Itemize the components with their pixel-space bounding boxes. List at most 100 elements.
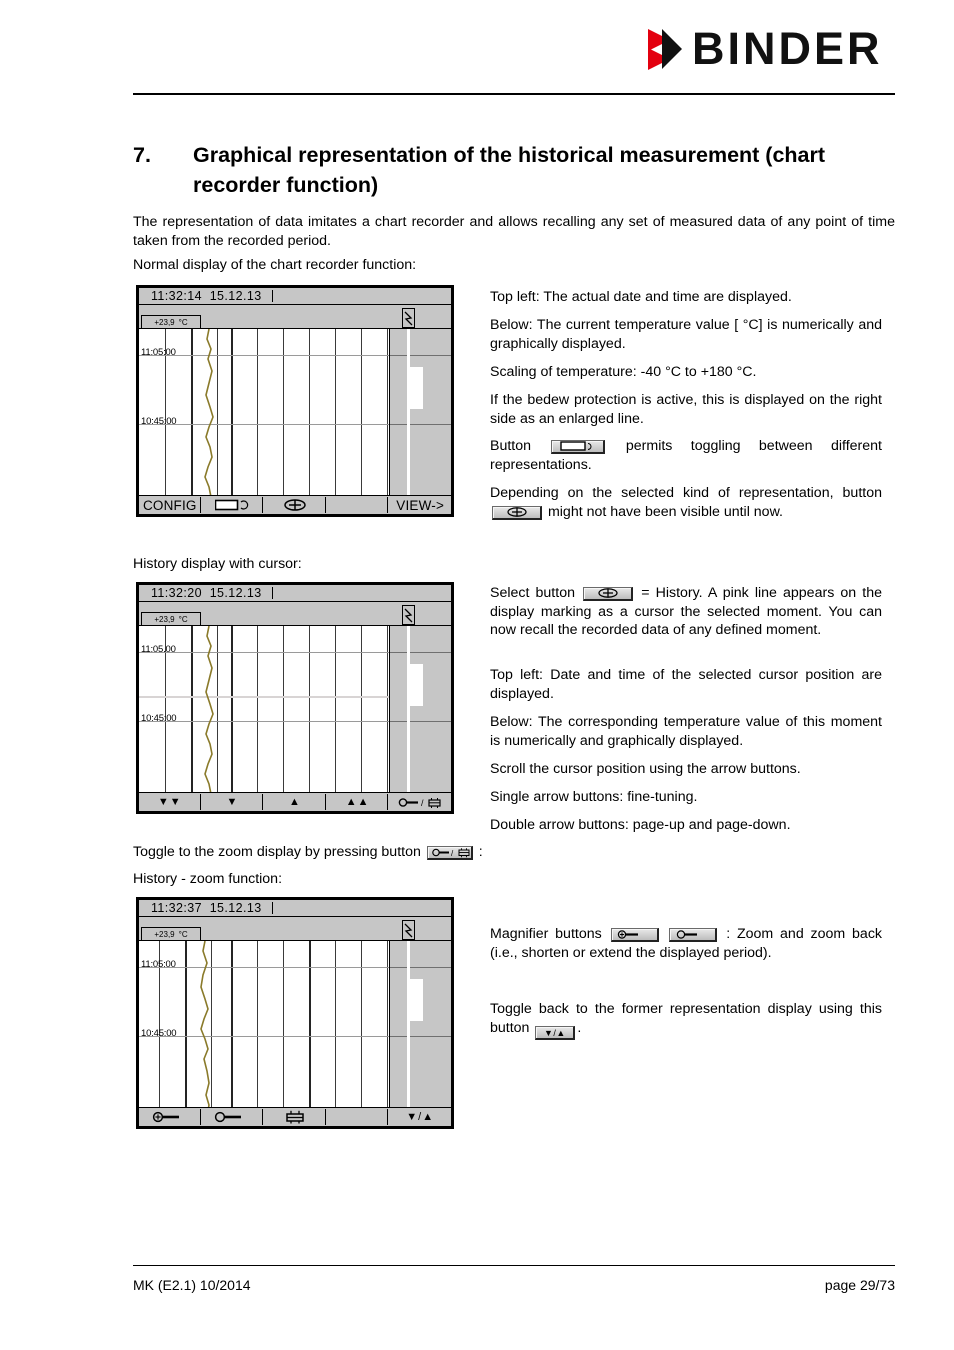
temperature-readout-zoom: +23,9 °C <box>141 927 201 940</box>
softkey-scroll-down[interactable]: ▼ <box>202 794 264 810</box>
lcd-time-zoom: 11:32:37 <box>151 901 202 915</box>
intro-paragraph: The representation of data imitates a ch… <box>133 214 895 249</box>
lcd-titlebar-normal: 11:32:14 15.12.13 <box>139 288 451 305</box>
lcd-display-zoom: 11:32:37 15.12.13 +23,9 °C <box>136 897 454 1129</box>
softkey-representation-back[interactable]: ▼/▲ <box>390 1109 450 1125</box>
footer-rule <box>133 1265 895 1266</box>
time-label-upper-history: 11:05.00 <box>141 644 176 655</box>
lcd-title-divider <box>271 587 273 599</box>
lcd-date-normal: 15.12.13 <box>209 289 262 303</box>
s3-back-pre: Toggle back to the former representation… <box>490 1001 882 1036</box>
temperature-readout-history: +23,9 °C <box>141 612 201 625</box>
softkey-page-up[interactable]: ▲▲ <box>327 794 389 810</box>
s3-toggle-pre: Toggle to the zoom display by pressing b… <box>133 844 421 860</box>
s1-toggle-post: permits toggling between different repre… <box>490 438 882 473</box>
s3-back-post: . <box>577 1019 582 1036</box>
temperature-trace-zoom <box>200 941 210 1107</box>
softkey-bar-zoom: ▼/▲ <box>139 1107 451 1126</box>
temp-unit-normal: °C <box>178 317 188 327</box>
bedew-panel-zoom <box>389 941 451 1107</box>
lcd-subbar-zoom: +23,9 °C <box>139 918 451 940</box>
s3-toggle-post: : <box>478 844 483 860</box>
header-rule <box>133 93 895 95</box>
lcd-title-divider <box>271 290 273 302</box>
s2-select-pre: Select button <box>490 585 575 601</box>
brand-name: BINDER <box>692 23 883 74</box>
svg-text:/: / <box>421 798 424 808</box>
bedew-panel-history <box>389 626 451 792</box>
representation-back-button-glyph[interactable]: ▼/▲ <box>535 1025 576 1040</box>
lcd-subbar-history: +23,9 °C <box>139 603 451 625</box>
s2-p3: Scroll the cursor position using the arr… <box>490 761 801 777</box>
s3-mag-post: : Zoom and zoom back (i.e., shorten or e… <box>490 926 883 961</box>
softkey-history[interactable] <box>265 497 326 513</box>
temp-value-normal: +23,9 <box>154 317 175 327</box>
softkey-zoom-in[interactable] <box>140 1109 201 1125</box>
lcd-display-history: 11:32:20 15.12.13 +23,9 °C <box>136 582 454 814</box>
softkey-page-down[interactable]: ▼▼ <box>140 794 201 810</box>
chart-plot-history: 11:05.00 10:45:00 <box>139 625 451 792</box>
bedew-protection-icon-normal <box>402 308 415 328</box>
softkey-scroll-up[interactable]: ▲ <box>265 794 326 810</box>
footer-page-number: page 29/73 <box>824 1277 895 1293</box>
lcd-date-history: 15.12.13 <box>209 586 262 600</box>
zoom-in-button-glyph[interactable] <box>610 928 659 942</box>
time-label-upper-zoom: 11:05:00 <box>141 959 176 970</box>
time-label-lower-normal: 10:45:00 <box>141 416 177 427</box>
s1-hist-pre: Depending on the selected kind of repres… <box>490 485 882 501</box>
chart-plot-zoom: 11:05:00 10:45:00 <box>139 940 451 1107</box>
s1-p1: Top left: The actual date and time are d… <box>490 289 792 305</box>
svg-text:/: / <box>451 849 454 858</box>
history-button-glyph-2[interactable] <box>583 587 634 601</box>
zoom-toggle-paragraph: Toggle to the zoom display by pressing b… <box>133 843 693 862</box>
softkey-config[interactable]: CONFIG <box>140 497 201 513</box>
s1-p4: If the bedew protection is active, this … <box>490 392 882 427</box>
representation-toggle-button-glyph[interactable] <box>551 440 606 454</box>
s2-select-paragraph: Select button = History. A pink line app… <box>490 584 882 640</box>
lcd-titlebar-history: 11:32:20 15.12.13 <box>139 585 451 602</box>
temp-value-zoom: +23,9 <box>154 929 175 939</box>
temperature-readout-normal: +23,9 °C <box>141 315 201 328</box>
s2-p4: Single arrow buttons: fine-tuning. <box>490 789 698 805</box>
lcd-title-divider <box>271 902 273 914</box>
temp-value-history: +23,9 <box>154 614 175 624</box>
softkey-view[interactable]: VIEW-> <box>390 497 450 513</box>
softkey-bar-history: ▼▼ ▼ ▲ ▲▲ / <box>139 792 451 811</box>
zoom-function-caption: History - zoom function: <box>133 871 283 887</box>
softkey-cursor-toggle[interactable] <box>265 1109 326 1125</box>
s1-toggle-paragraph: Button permits toggling between differen… <box>490 437 882 474</box>
zoom-out-button-glyph[interactable] <box>669 928 718 942</box>
softkey-blank-3[interactable] <box>327 1109 389 1125</box>
s3-back-paragraph: Toggle back to the former representation… <box>490 1000 882 1040</box>
lcd-time-normal: 11:32:14 <box>151 289 202 303</box>
history-display-caption: History display with cursor: <box>133 556 302 572</box>
zoom-toggle-button-glyph[interactable]: / <box>426 846 473 860</box>
s1-p3: Scaling of temperature: -40 °C to +180 °… <box>490 364 757 380</box>
softkey-zoom-out[interactable] <box>202 1109 264 1125</box>
temperature-trace-normal <box>204 329 214 495</box>
s3-magnifier-paragraph: Magnifier buttons : Zoom and zoom back (… <box>490 925 882 962</box>
s2-p2: Below: The corresponding temperature val… <box>490 714 882 749</box>
normal-display-caption: Normal display of the chart recorder fun… <box>133 257 417 273</box>
s3-mag-pre: Magnifier buttons <box>490 926 602 942</box>
chart-plot-normal: 11:05:00 10:45:00 <box>139 328 451 495</box>
temp-unit-history: °C <box>178 614 188 624</box>
lcd-subbar-normal: +23,9 °C <box>139 306 451 328</box>
temp-unit-zoom: °C <box>178 929 188 939</box>
section-title-line1: Graphical representation of the historic… <box>193 143 826 167</box>
history-button-glyph[interactable] <box>492 505 542 520</box>
softkey-representation-toggle[interactable] <box>202 497 264 513</box>
softkey-zoom-toggle[interactable]: / <box>390 794 450 810</box>
s2-p5: Double arrow buttons: page-up and page-d… <box>490 817 791 833</box>
binder-triangles-icon <box>648 28 682 70</box>
footer-document-id: MK (E2.1) 10/2014 <box>133 1277 251 1293</box>
lcd-time-history: 11:32:20 <box>151 586 202 600</box>
cursor-line <box>139 696 451 698</box>
bedew-panel-normal <box>389 329 451 495</box>
softkey-blank-1[interactable] <box>327 497 389 513</box>
page-title: 7. Graphical representation of the histor… <box>133 140 895 200</box>
s1-history-paragraph: Depending on the selected kind of repres… <box>490 484 882 521</box>
s1-hist-post: might not have been visible until now. <box>547 503 783 520</box>
section-title-line2: recorder function) <box>193 173 379 197</box>
